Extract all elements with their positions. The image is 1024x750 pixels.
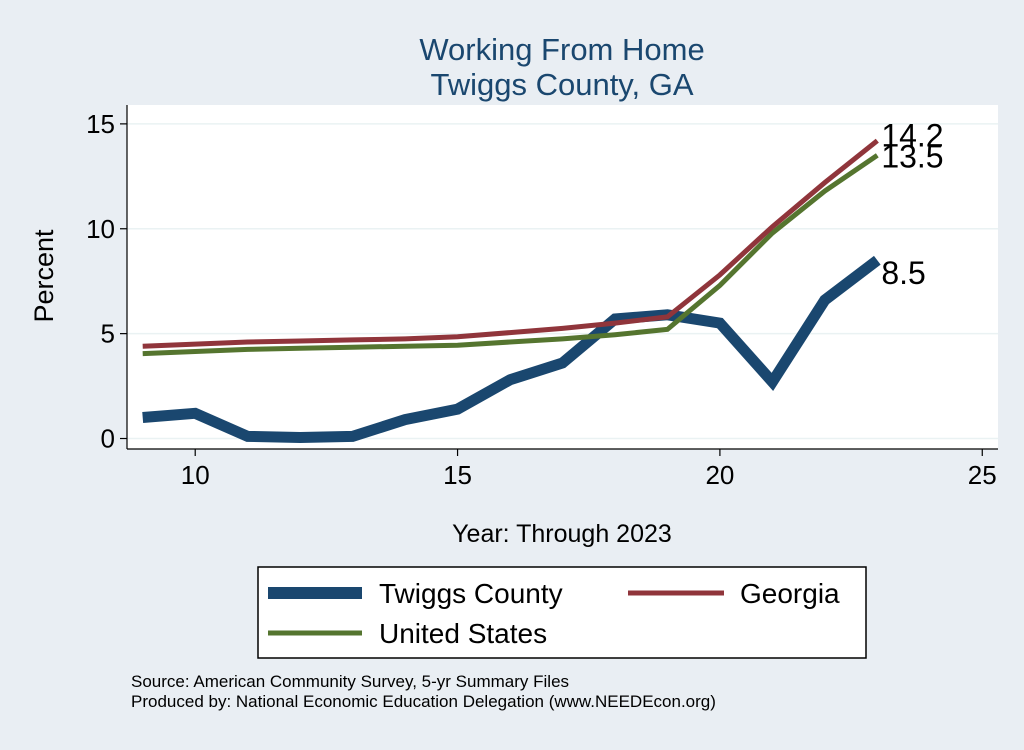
end-label-united-states: 13.5 [881, 138, 943, 174]
legend-label-georgia: Georgia [740, 578, 840, 609]
x-tick-label: 15 [443, 460, 472, 490]
legend-label-united-states: United States [379, 618, 547, 649]
end-labels: 8.5 14.213.5 [881, 118, 943, 292]
y-axis-label: Percent [29, 229, 59, 323]
x-axis-label: Year: Through 2023 [452, 520, 672, 548]
chart-subtitle: Twiggs County, GA [430, 67, 693, 102]
series-lines [142, 138, 881, 444]
end-label-twiggs-county: 8.5 [881, 255, 925, 291]
series-line-twiggs-county [142, 255, 881, 444]
legend-box [257, 566, 867, 659]
series-line-united-states [142, 153, 879, 357]
legend-label-twiggs-county: Twiggs County [379, 578, 563, 609]
grid [127, 123, 998, 440]
source-line: Source: American Community Survey, 5-yr … [131, 672, 570, 691]
y-tick-label: 15 [86, 109, 115, 139]
producer-line: Produced by: National Economic Education… [131, 692, 716, 711]
end-label-georgia: 14.2 [881, 118, 943, 154]
chart-title: Working From Home [419, 32, 704, 67]
x-tick-label: 10 [181, 460, 210, 490]
x-tick-label: 25 [968, 460, 997, 490]
y-tick-label: 5 [101, 319, 115, 349]
x-tick-label: 20 [705, 460, 734, 490]
source-notes: Source: American Community Survey, 5-yr … [131, 672, 716, 712]
legend: Twiggs County Georgia United States [257, 566, 867, 659]
y-tick-label: 10 [86, 214, 115, 244]
y-tick-label: 0 [101, 424, 115, 454]
series-line-georgia [142, 138, 879, 349]
plot-area [127, 105, 998, 449]
axes: 0 5 10 15 10 15 20 25 [86, 105, 998, 490]
